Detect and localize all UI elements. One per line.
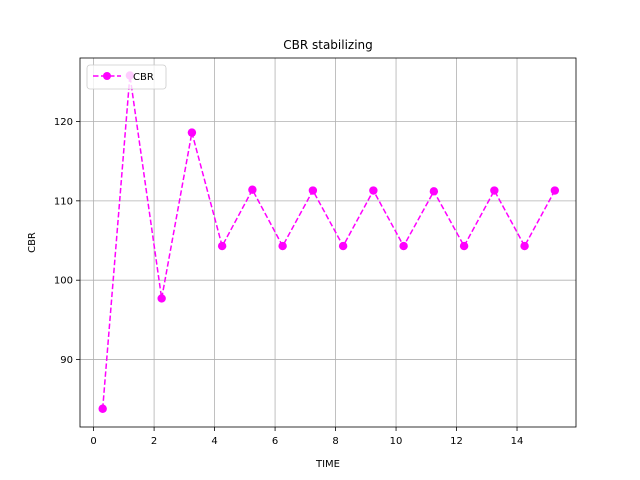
chart-title: CBR stabilizing [283, 38, 373, 52]
x-tick-label: 2 [151, 436, 157, 447]
data-point [550, 186, 560, 195]
data-point [490, 186, 499, 195]
data-point [369, 186, 378, 195]
data-point [520, 241, 529, 251]
data-point [399, 241, 408, 251]
legend: CBR [86, 64, 167, 90]
data-point [157, 294, 166, 303]
x-tick-label: 0 [90, 436, 96, 447]
data-point [308, 186, 318, 195]
tick-layer: 0 2 4 6 8 10 12 14 90 100 110 120 [54, 117, 523, 447]
y-tick-label: 110 [54, 196, 73, 207]
data-point [248, 185, 257, 194]
data-point [459, 241, 469, 251]
y-tick-label: 90 [60, 355, 73, 366]
x-tick-label: 4 [211, 436, 217, 447]
x-tick-label: 10 [390, 436, 403, 447]
legend-label: CBR [133, 72, 154, 83]
data-point [217, 241, 227, 251]
plot-frame [79, 57, 577, 428]
legend-marker [103, 72, 111, 80]
x-tick-label: 14 [511, 436, 524, 447]
data-point [338, 241, 348, 251]
x-tick-label: 12 [450, 436, 463, 447]
legend-box [86, 64, 167, 90]
data-point [98, 404, 107, 413]
data-point [187, 128, 197, 137]
data-point [429, 187, 439, 196]
x-tick-label: 8 [332, 436, 338, 447]
series-line-cbr [101, 75, 556, 409]
y-axis-label: CBR [27, 232, 38, 253]
y-tick-label: 100 [54, 276, 73, 287]
y-tick-label: 120 [54, 117, 73, 128]
grid [80, 58, 576, 427]
data-point [278, 241, 287, 251]
x-axis-label: TIME [315, 459, 340, 470]
x-tick-label: 6 [272, 436, 278, 447]
series-layer [98, 71, 560, 413]
